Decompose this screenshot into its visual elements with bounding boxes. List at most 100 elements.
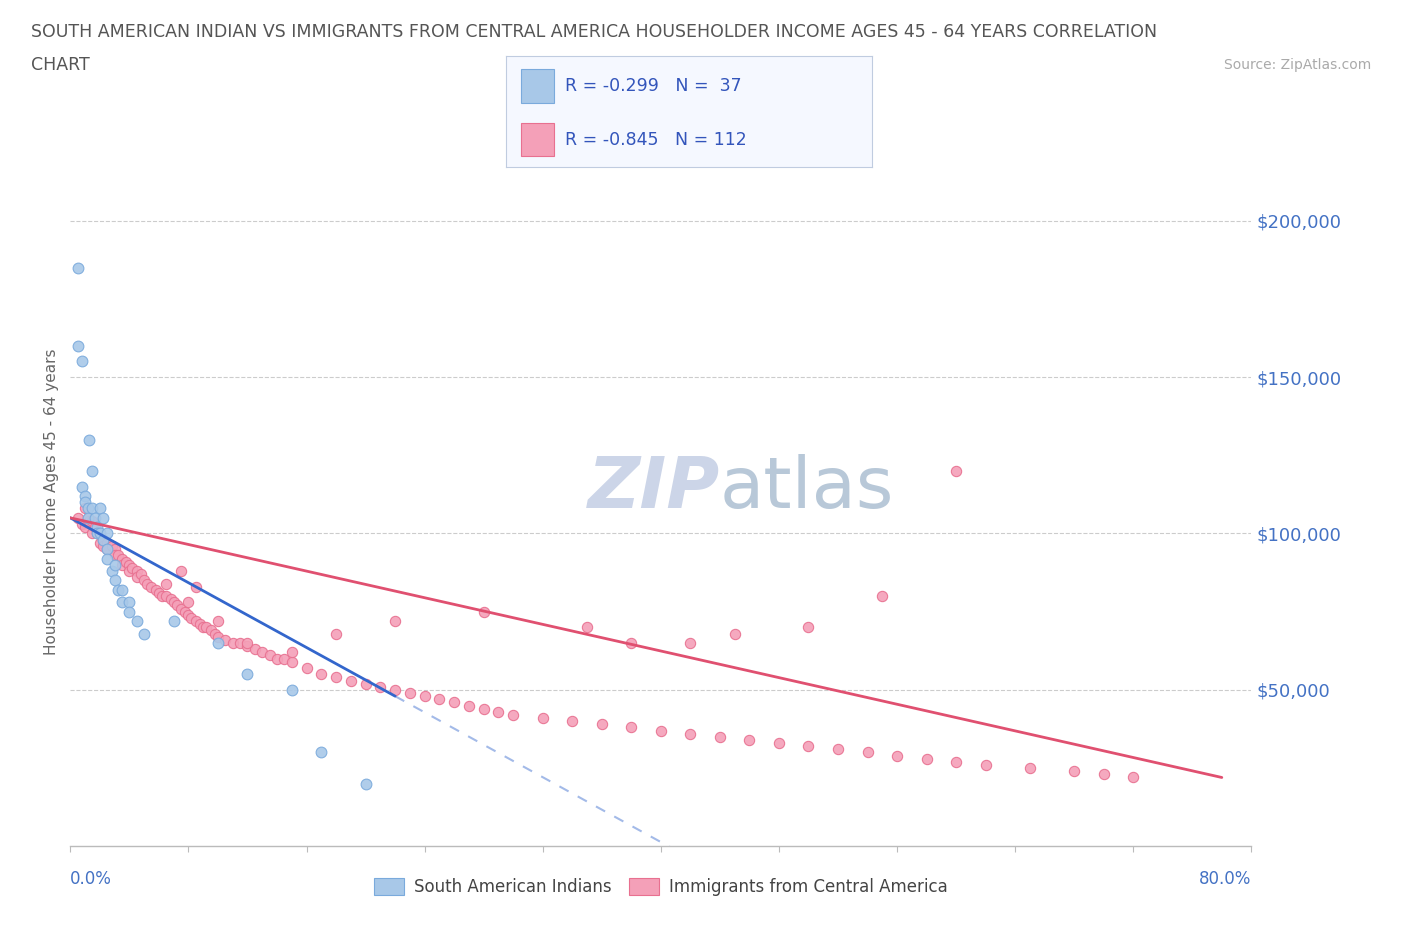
Point: [75, 488, 96, 503]
Point: [486, 704, 509, 719]
Point: [96, 541, 118, 556]
Point: [104, 557, 127, 572]
Point: [266, 651, 288, 666]
Point: [709, 729, 731, 744]
Point: [974, 758, 997, 773]
Point: [115, 554, 138, 569]
Point: [259, 648, 281, 663]
Point: [91, 532, 114, 547]
Point: [195, 620, 218, 635]
Point: [768, 736, 790, 751]
Point: [86, 520, 108, 535]
Point: [207, 635, 229, 650]
Point: [84, 520, 107, 535]
Point: [174, 604, 197, 619]
Point: [129, 566, 152, 581]
Point: [384, 614, 406, 629]
Point: [75, 501, 96, 516]
Point: [166, 598, 188, 613]
Point: [281, 683, 304, 698]
Point: [650, 724, 672, 738]
Text: R = -0.845   N = 112: R = -0.845 N = 112: [565, 130, 747, 149]
Point: [325, 670, 347, 684]
Point: [281, 655, 304, 670]
Point: [368, 679, 391, 694]
Point: [141, 579, 163, 594]
Point: [82, 513, 104, 528]
Point: [399, 685, 422, 700]
Point: [107, 548, 129, 563]
Point: [222, 635, 245, 650]
Point: [561, 713, 583, 728]
Point: [325, 626, 347, 641]
Point: [188, 617, 211, 631]
Point: [66, 511, 89, 525]
Point: [236, 639, 259, 654]
Point: [77, 511, 100, 525]
Point: [915, 751, 938, 766]
Point: [75, 520, 96, 535]
Point: [136, 576, 159, 591]
Point: [229, 635, 252, 650]
Point: [177, 595, 200, 610]
Point: [1063, 764, 1085, 778]
Point: [413, 689, 436, 704]
Point: [163, 614, 186, 629]
Point: [354, 676, 377, 691]
Point: [200, 623, 222, 638]
Point: [79, 432, 101, 447]
Point: [1122, 770, 1144, 785]
Point: [679, 726, 702, 741]
Point: [723, 626, 745, 641]
Point: [472, 604, 495, 619]
Point: [91, 538, 114, 553]
FancyBboxPatch shape: [520, 69, 554, 102]
Point: [84, 511, 107, 525]
Point: [170, 564, 193, 578]
Point: [177, 607, 200, 622]
Point: [89, 501, 111, 516]
Point: [184, 614, 207, 629]
Point: [679, 635, 702, 650]
Point: [75, 495, 96, 510]
Point: [111, 595, 134, 610]
Point: [273, 651, 295, 666]
Point: [354, 777, 377, 791]
Point: [1018, 761, 1040, 776]
Point: [309, 745, 333, 760]
Point: [207, 630, 229, 644]
Point: [531, 711, 554, 725]
Point: [96, 526, 118, 541]
Point: [111, 582, 134, 597]
Point: [472, 701, 495, 716]
Point: [118, 604, 141, 619]
Point: [86, 526, 108, 541]
Point: [159, 591, 181, 606]
Point: [191, 620, 214, 635]
Point: [96, 536, 118, 551]
Point: [243, 642, 266, 657]
Point: [100, 564, 122, 578]
Point: [82, 526, 104, 541]
Point: [89, 526, 111, 541]
Point: [1092, 767, 1115, 782]
Point: [502, 708, 524, 723]
Point: [132, 573, 156, 588]
Point: [107, 582, 129, 597]
Point: [118, 595, 141, 610]
Point: [70, 479, 93, 494]
Point: [184, 579, 207, 594]
Point: [79, 513, 101, 528]
Point: [207, 614, 229, 629]
Point: [100, 538, 122, 553]
Point: [180, 610, 202, 625]
Point: [427, 692, 450, 707]
Point: [620, 720, 643, 735]
Point: [91, 532, 114, 547]
Point: [214, 632, 236, 647]
Point: [70, 517, 93, 532]
Point: [118, 564, 141, 578]
Point: [295, 660, 318, 675]
Point: [82, 463, 104, 478]
Point: [872, 589, 894, 604]
